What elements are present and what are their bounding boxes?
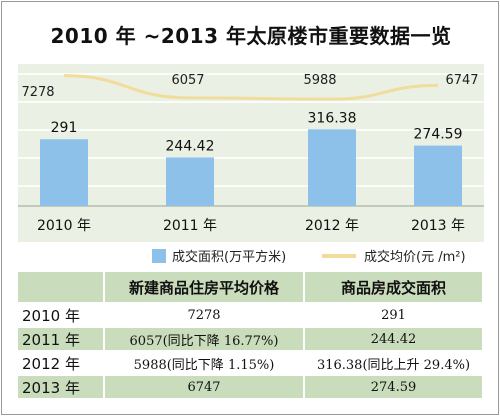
table-cell-price: 6057(同比下降 16.77%) (104, 327, 305, 352)
table-cell-year: 2011 年 (18, 327, 105, 352)
table-header-area: 商品房成交面积 (304, 272, 484, 304)
line-swatch-icon (322, 253, 356, 258)
table-row: 2010 年 7278 291 (18, 303, 484, 328)
table-cell-price: 6747 (104, 375, 305, 400)
chart-legend: 成交面积(万平方米) 成交均价(元 /m²) (2, 240, 500, 270)
table-cell-area: 316.38(同比上升 29.4%) (304, 351, 484, 376)
page-title: 2010 年 ~2013 年太原楼市重要数据一览 (50, 24, 452, 48)
table-cell-year: 2013 年 (18, 375, 105, 400)
data-table: 新建商品住房平均价格 商品房成交面积 2010 年 7278 291 2011 … (18, 272, 484, 400)
price-line (63, 74, 439, 101)
table-row: 2013 年 6747 274.59 (18, 375, 484, 400)
bar-data-label-4: 274.59 (414, 127, 463, 143)
bar-data-label-1: 291 (51, 120, 78, 136)
bar-data-label-2: 244.42 (166, 138, 215, 154)
chart-area: 291 244.42 316.38 274.59 7278 6057 5988 6747 201… (18, 64, 484, 242)
bar-swatch-icon (152, 248, 166, 263)
legend-line-label: 成交均价(元 /m²) (364, 250, 466, 265)
combo-chart: 291 244.42 316.38 274.59 7278 6057 5988 6747 201… (18, 73, 484, 234)
table-cell-area: 291 (304, 303, 484, 328)
line-data-label-1: 7278 (21, 85, 54, 100)
x-tick-label-2: 2011 年 (163, 218, 217, 234)
table-header-corner (18, 272, 105, 304)
table-cell-area: 244.42 (304, 327, 484, 352)
line-data-label-2: 6057 (171, 73, 204, 88)
table-header-price: 新建商品住房平均价格 (104, 272, 305, 304)
bar-4 (414, 145, 462, 206)
table-cell-area: 274.59 (304, 375, 484, 400)
legend-bar-label: 成交面积(万平方米) (172, 250, 287, 265)
bar-data-label-3: 316.38 (308, 110, 357, 126)
table-cell-year: 2010 年 (18, 303, 105, 328)
table-cell-price: 5988(同比下降 1.15%) (104, 351, 305, 376)
table-cell-price: 7278 (104, 303, 305, 328)
table-cell-year: 2012 年 (18, 351, 105, 376)
bar-2 (166, 157, 214, 206)
x-tick-label-3: 2012 年 (305, 218, 359, 234)
table-header-row: 新建商品住房平均价格 商品房成交面积 (18, 272, 484, 304)
table-row: 2012 年 5988(同比下降 1.15%) 316.38(同比上升 29.4… (18, 351, 484, 376)
line-data-label-4: 6747 (445, 73, 478, 88)
table-row: 2011 年 6057(同比下降 16.77%) 244.42 (18, 327, 484, 352)
bar-1 (40, 139, 88, 206)
x-tick-label-1: 2010 年 (37, 218, 91, 234)
bar-3 (308, 129, 356, 206)
x-tick-label-4: 2013 年 (411, 218, 465, 234)
legend-item-line: 成交均价(元 /m²) (322, 246, 466, 265)
legend-item-bar: 成交面积(万平方米) (152, 246, 286, 265)
line-data-label-3: 5988 (303, 73, 336, 88)
